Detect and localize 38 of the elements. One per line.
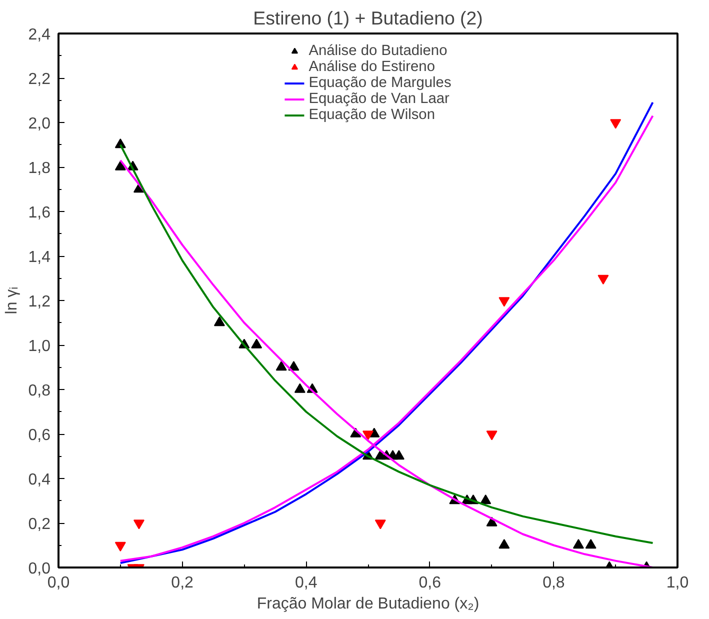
point (572, 538, 584, 549)
y-tick-label: 2,0 (28, 116, 51, 132)
point (585, 538, 596, 549)
y-tick-label: 2,4 (28, 26, 51, 44)
point (214, 316, 225, 326)
legend-label: Equação de Margules (308, 75, 452, 91)
x-tick-label: 0,6 (418, 574, 442, 592)
legend-label: Análise do Estireno (308, 59, 435, 75)
y-tick-label: 0,8 (28, 382, 51, 400)
point (251, 338, 262, 348)
y-tick-label: 0,2 (28, 516, 51, 533)
legend-label: Equação de Van Laar (308, 91, 450, 107)
x-tick-label: 0,2 (171, 574, 194, 592)
legend-label: Equação de Wilson (308, 107, 435, 123)
point (480, 494, 492, 504)
y-tick-label: 1,2 (28, 294, 51, 310)
y-tick-label: 1,6 (28, 204, 51, 222)
point (486, 516, 498, 526)
y-tick-label: 0,6 (28, 427, 51, 444)
x-tick-label: 0,8 (542, 574, 565, 592)
point (498, 538, 510, 549)
y-tick-label: 1,8 (28, 160, 51, 177)
point (114, 160, 126, 170)
x-axis-title: Fração Molar de Butadieno (x₂) (256, 596, 480, 612)
x-tick-label: 0,4 (294, 574, 318, 592)
x-tick-label: 1,0 (666, 574, 689, 592)
y-tick-label: 1,0 (28, 338, 51, 355)
y-tick-label: 0,0 (28, 560, 51, 578)
point (294, 383, 306, 393)
y-tick-label: 1,4 (28, 249, 51, 266)
legend-label: Análise do Butadieno (308, 43, 448, 59)
chart-title: Estireno (1) + Butadieno (2) (253, 8, 483, 28)
y-tick-label: 2,2 (28, 71, 51, 88)
point (393, 450, 404, 460)
point (276, 360, 287, 371)
y-tick-label: 0,4 (28, 472, 51, 488)
y-axis-title: ln γᵢ (3, 286, 20, 314)
x-tick-label: 0,0 (47, 574, 70, 592)
